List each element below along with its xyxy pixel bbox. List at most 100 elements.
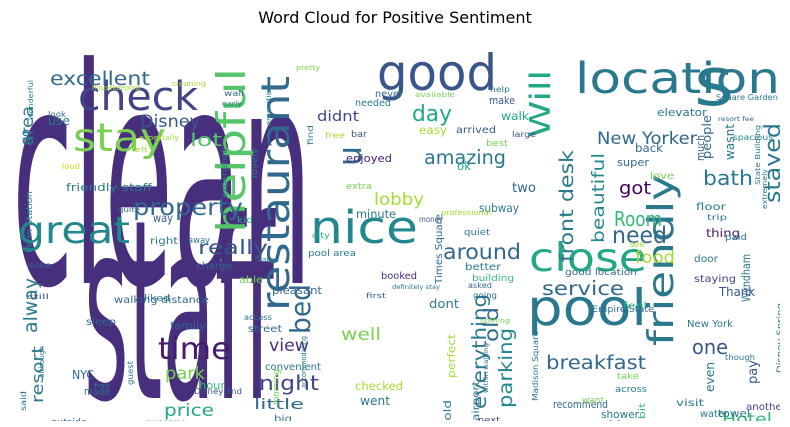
word-area: area [17,106,37,146]
word-disneyland: Disneyland [194,387,242,396]
word-nice: nice [310,201,418,254]
word-need: need [612,223,667,249]
word-bit: bit [638,402,648,419]
word-shower: shower [601,409,640,421]
word-find: find [305,125,315,145]
word-airport: airport [471,381,482,421]
word-away: away [188,235,211,246]
word-resort-fee: resort fee [718,116,754,123]
word-hour: hour [199,379,226,392]
word-pool-area: pool area [308,249,356,259]
word-free: free [325,130,345,140]
word-will: Will [524,70,557,138]
word-definitely-stay: definitely stay [392,284,441,291]
word-wonderful: wonderful [26,80,35,120]
word-experience: experience [219,148,229,198]
word-u: u [330,146,369,166]
word-property: property [133,195,243,221]
word-state-building: State Building [753,125,762,185]
word-convenient: convenient [265,362,321,373]
word-day: day [412,101,452,127]
word-front-desk: front desk [557,150,578,262]
word-fine: fine [94,382,110,390]
word-around: around [443,240,521,265]
word-going: going [473,291,497,300]
word-square-garden: Square Garden [716,93,778,102]
word-penn-station: Penn Station [25,191,35,253]
word-visit: visit [676,398,704,409]
word-s: s [694,43,734,121]
word-lobby: lobby [374,189,424,209]
word-disney: Disney [140,111,200,131]
word-loud: loud [62,162,80,171]
word-way: way [153,212,173,225]
word-asked: asked [468,281,492,290]
word-ok: ok [457,159,471,173]
word-liked: liked [144,294,170,304]
word-dont: dont [429,296,459,311]
word-stayed: stayed [760,123,780,203]
word-subway: subway [479,202,519,215]
word-nyc: NYC [72,368,94,382]
word-spacious: spacious [733,132,773,142]
word-lot: lot [190,130,222,151]
word-make: make [489,94,515,107]
word-minute: minute [356,208,396,221]
word-good-location: good location [565,267,637,278]
word-better: better [465,262,502,273]
word-view: view [269,335,309,355]
word-parking: parking [495,328,517,408]
word-another: another [746,402,780,413]
word-especially: especially [139,134,179,142]
word-thing: thing [706,227,740,240]
word-family: family [170,321,206,332]
word-made: made [84,385,110,398]
word-staying: staying [694,274,736,285]
word-left: left [132,146,149,154]
word-got: got [619,178,651,199]
word-available: available [415,90,456,99]
word-pretty: pretty [296,64,320,72]
word-across: across [615,385,647,395]
word-amazing: amazing [424,146,506,169]
word-beautiful: beautiful [588,153,608,243]
word-room: Room [614,207,662,231]
word-stay: stay [73,116,166,161]
word-restaurant: restaurant [254,76,299,311]
word-park: park [165,363,205,383]
word-well: well [341,324,381,344]
word-city: city [312,231,331,240]
word-great: great [18,208,130,252]
word-accommodating: accommodating [300,336,308,388]
word-wyndham: Wyndham [739,254,753,302]
word-dated: dated [257,255,279,264]
word-hotel: Hotel [722,409,772,421]
word-enjoyed: enjoyed [346,152,392,165]
word-arrived: arrived [456,125,496,136]
word-go: go [19,129,34,145]
word-professional: professional [441,209,491,217]
word-food: food [635,247,675,267]
word-nothing: nothing [480,316,510,325]
word-help: help [490,84,510,94]
word-new-yorker: New Yorker [597,128,697,148]
word-first: first [366,292,387,300]
word-time: time [158,332,231,367]
word-needed: needed [355,98,391,109]
word-bed: bed [284,284,317,334]
word-night: night [259,371,319,395]
word-towel: towel [718,407,750,420]
word-wasnt: wasnt [723,124,737,160]
word-pleasant: pleasant [272,285,322,297]
word-walking-distance: walking distance [114,295,209,306]
word-check: check [78,74,199,120]
word-bar: bar [351,130,367,140]
word-street: street [248,324,282,335]
word-trip: trip [707,212,727,222]
word-walk: walk [501,109,529,123]
word-madison-square: Madison Square [530,331,540,401]
word-look: look [48,110,67,119]
word-breakfast: breakfast [546,353,646,374]
word-morning: morning [272,369,282,405]
